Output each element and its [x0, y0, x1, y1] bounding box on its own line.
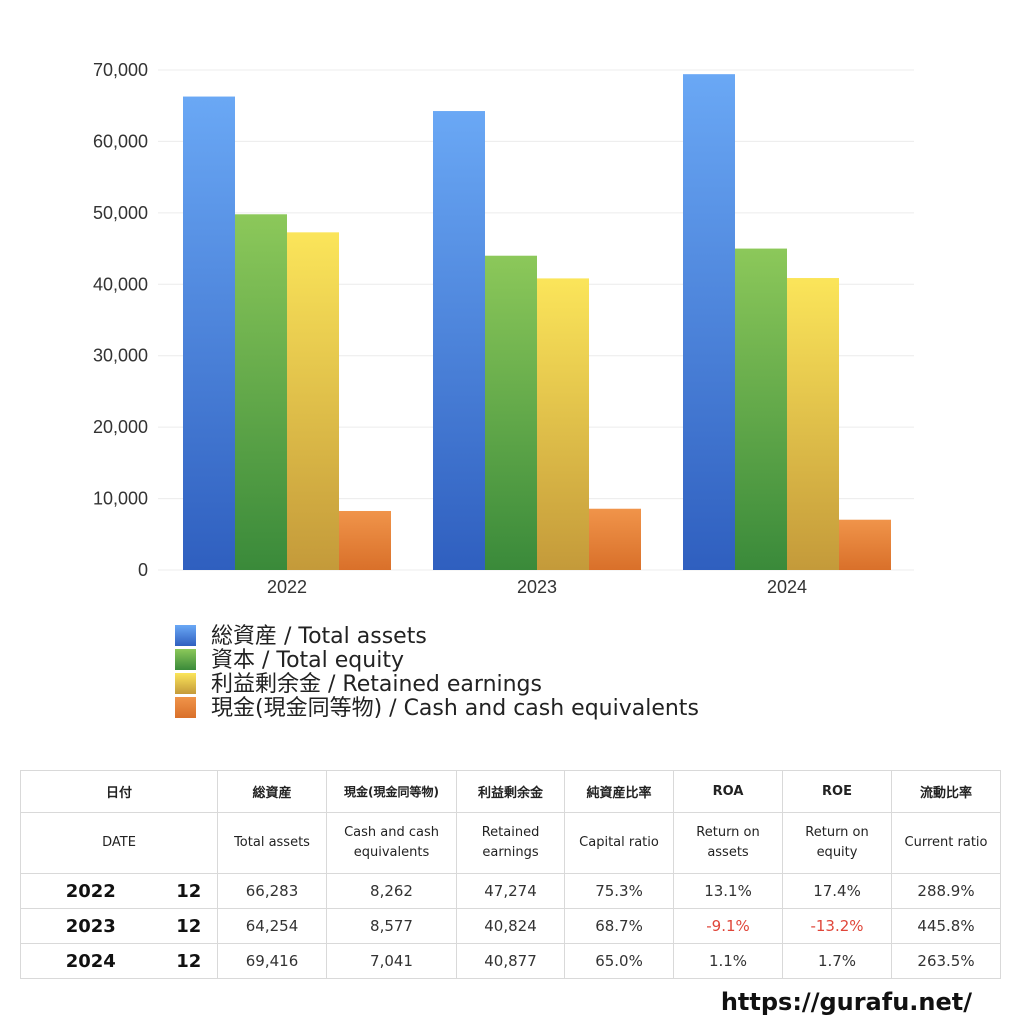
- y-tick-label: 0: [138, 560, 148, 580]
- table-cell: 8,262: [326, 873, 458, 909]
- table-cell: 69,416: [217, 943, 328, 979]
- bar-2024-series-3: [839, 519, 891, 570]
- header-current-ratio-jp: 流動比率: [891, 770, 1002, 813]
- table-row: 2024 12 69,416 7,041 40,877 65.0% 1.1% 1.7% 263.…: [20, 943, 1002, 979]
- header-total-assets-en: Total assets: [217, 812, 328, 874]
- financial-table: 日付 総資産 現金(現金同等物) 利益剰余金 純資産比率 ROA ROE 流動比…: [19, 770, 1002, 979]
- axes: 0 10,000 20,000 30,000 40,000 50,000 60,000 70,…: [93, 60, 807, 597]
- table-cell: 7,041: [326, 943, 458, 979]
- table-cell: 40,824: [456, 908, 566, 944]
- y-tick-label: 50,000: [93, 203, 148, 223]
- table-cell: 68.7%: [564, 908, 675, 944]
- header-capital-ratio-jp: 純資産比率: [564, 770, 675, 813]
- table-cell: 8,577: [326, 908, 458, 944]
- bar-2023-series-0: [433, 111, 485, 571]
- header-cash-jp: 現金(現金同等物): [326, 770, 458, 813]
- bar-chart: 0 10,000 20,000 30,000 40,000 50,000 60,000 70,…: [93, 60, 914, 721]
- table-cell: 64,254: [217, 908, 328, 944]
- bars: [183, 74, 891, 571]
- legend-label: 資本 / Total equity: [211, 648, 404, 673]
- header-roe-en: Return on equity: [782, 812, 893, 874]
- table-cell: 75.3%: [564, 873, 675, 909]
- legend-swatch: [175, 625, 196, 646]
- table-cell: 40,877: [456, 943, 566, 979]
- header-date-jp: 日付: [19, 770, 219, 813]
- row-year: 2024: [20, 943, 161, 979]
- bar-2022-series-2: [287, 232, 339, 571]
- header-roe-jp: ROE: [782, 770, 893, 813]
- table-header-en: DATE Total assets Cash and cash equivalen…: [19, 812, 1002, 874]
- x-tick-label: 2022: [267, 577, 307, 597]
- bar-2023-series-3: [589, 508, 641, 570]
- header-current-ratio-en: Current ratio: [891, 812, 1002, 874]
- legend-label: 現金(現金同等物) / Cash and cash equivalents: [211, 696, 699, 721]
- table-cell: 445.8%: [891, 908, 1002, 944]
- bar-2022-series-1: [235, 214, 287, 571]
- y-tick-label: 30,000: [93, 346, 148, 366]
- table-cell: -9.1%: [673, 908, 784, 944]
- y-tick-label: 60,000: [93, 131, 148, 151]
- bar-2024-series-0: [683, 74, 735, 571]
- y-tick-label: 10,000: [93, 489, 148, 509]
- header-cash-en: Cash and cash equivalents: [326, 812, 458, 874]
- table-cell: 47,274: [456, 873, 566, 909]
- table-cell: -13.2%: [782, 908, 893, 944]
- table-cell: 13.1%: [673, 873, 784, 909]
- y-tick-label: 20,000: [93, 417, 148, 437]
- bar-2023-series-2: [537, 278, 589, 570]
- table-row: 2022 12 66,283 8,262 47,274 75.3% 13.1% 17.4% 28…: [20, 873, 1002, 909]
- table-cell: 17.4%: [782, 873, 893, 909]
- table-row: 2023 12 64,254 8,577 40,824 68.7% -9.1% -13.2% 4…: [20, 908, 1002, 944]
- header-capital-ratio-en: Capital ratio: [564, 812, 675, 874]
- legend-label: 利益剰余金 / Retained earnings: [211, 672, 542, 697]
- table-cell: 66,283: [217, 873, 328, 909]
- header-retained-jp: 利益剰余金: [456, 770, 566, 813]
- legend-swatch: [175, 673, 196, 694]
- row-month: 12: [160, 908, 219, 944]
- header-roa-en: Return on assets: [673, 812, 784, 874]
- table-cell: 1.7%: [782, 943, 893, 979]
- row-month: 12: [160, 943, 219, 979]
- bar-2024-series-1: [735, 248, 787, 571]
- bar-2022-series-3: [339, 510, 391, 570]
- y-tick-label: 40,000: [93, 274, 148, 294]
- table-header-jp: 日付 総資産 現金(現金同等物) 利益剰余金 純資産比率 ROA ROE 流動比…: [19, 770, 1002, 813]
- table-cell: 288.9%: [891, 873, 1002, 909]
- y-tick-label: 70,000: [93, 60, 148, 80]
- legend-swatch: [175, 697, 196, 718]
- x-tick-label: 2023: [517, 577, 557, 597]
- header-date-en: DATE: [19, 812, 219, 874]
- site-url: https://gurafu.net/: [720, 988, 972, 1016]
- row-year: 2023: [20, 908, 161, 944]
- header-roa-jp: ROA: [673, 770, 784, 813]
- row-year: 2022: [20, 873, 161, 909]
- table-cell: 1.1%: [673, 943, 784, 979]
- bar-2023-series-1: [485, 255, 537, 570]
- row-month: 12: [160, 873, 219, 909]
- header-retained-en: Retained earnings: [456, 812, 566, 874]
- legend-swatch: [175, 649, 196, 670]
- x-tick-label: 2024: [767, 577, 807, 597]
- legend-label: 総資産 / Total assets: [211, 624, 427, 649]
- table-cell: 263.5%: [891, 943, 1002, 979]
- bar-2022-series-0: [183, 96, 235, 571]
- table-cell: 65.0%: [564, 943, 675, 979]
- bar-2024-series-2: [787, 278, 839, 570]
- header-total-assets-jp: 総資産: [217, 770, 328, 813]
